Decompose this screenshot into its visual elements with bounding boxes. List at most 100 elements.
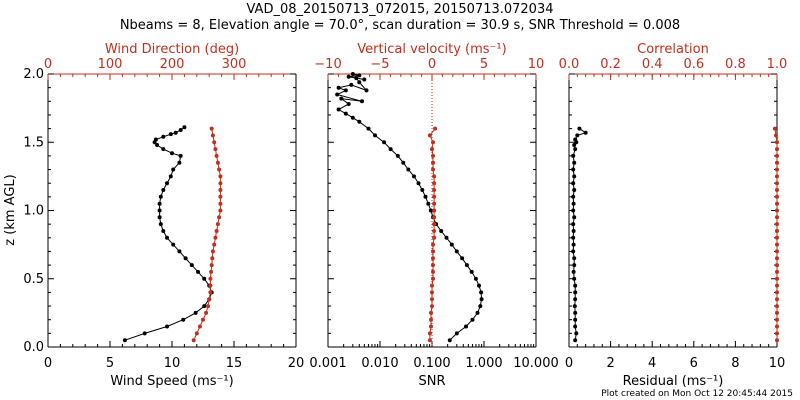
- top-tick-label: 5: [480, 57, 488, 72]
- bottom-series-point: [165, 324, 169, 329]
- bottom-series-point: [157, 201, 162, 206]
- bottom-series-point: [454, 249, 459, 254]
- bottom-series-point: [178, 153, 183, 158]
- top-tick-label: 0.2: [600, 57, 621, 72]
- top-series-point: [431, 263, 435, 268]
- top-series-point: [204, 310, 209, 315]
- top-series-point: [432, 208, 437, 213]
- top-tick-label: −10: [314, 57, 341, 72]
- top-series-point: [208, 283, 213, 288]
- top-series-point: [427, 331, 432, 336]
- top-series-point: [212, 140, 217, 145]
- bottom-series-point: [583, 130, 588, 135]
- bottom-series-point: [362, 77, 367, 82]
- bottom-series-point: [360, 99, 364, 104]
- bottom-series-point: [157, 208, 162, 213]
- top-series-point: [431, 249, 435, 254]
- top-series-point: [775, 215, 779, 220]
- top-tick-label: 0.0: [559, 57, 580, 72]
- bottom-series-point: [573, 137, 578, 142]
- bottom-series-point: [189, 263, 194, 268]
- bottom-series-point: [571, 194, 576, 199]
- top-series-point: [432, 174, 437, 179]
- y-tick-label: 1.5: [23, 135, 44, 150]
- bottom-series-point: [572, 276, 577, 281]
- x-axis-title: SNR: [418, 374, 445, 389]
- x-tick-label: 20: [288, 356, 305, 371]
- top-series-point: [432, 215, 437, 220]
- top-series-point: [775, 160, 779, 165]
- bottom-series-point: [339, 96, 344, 101]
- snr-vertical-velocity-panel: 0.001 0.010 0.100 1.000 10.000 −10 −5 0 5 10 SNR Ve…: [309, 42, 558, 389]
- bottom-series-point: [157, 215, 162, 220]
- top-series-point: [775, 208, 779, 213]
- bottom-series-point: [183, 256, 188, 261]
- x-tick-label: 10.000: [513, 356, 559, 371]
- top-series-point: [429, 324, 433, 329]
- y-tick-label: 1.0: [23, 204, 44, 219]
- bottom-series-point: [464, 324, 468, 329]
- bottom-series-point: [479, 290, 484, 295]
- bottom-series-point: [181, 317, 186, 322]
- bottom-series-point: [573, 297, 578, 302]
- bottom-series-point: [447, 338, 452, 343]
- bottom-series-point: [571, 229, 576, 233]
- bottom-series-point: [573, 317, 578, 322]
- x-tick-label: 15: [226, 356, 243, 371]
- bottom-series-point: [366, 126, 371, 131]
- bottom-series-point: [470, 317, 475, 322]
- top-series-point: [207, 297, 212, 302]
- bottom-series-point: [444, 235, 449, 240]
- top-series-point: [213, 147, 218, 152]
- top-series-point: [197, 324, 202, 329]
- top-series-point: [431, 242, 435, 247]
- bottom-series-point: [335, 92, 340, 97]
- top-series-point: [775, 249, 779, 254]
- bottom-series-point: [165, 181, 169, 186]
- bottom-series-point: [573, 338, 578, 343]
- top-series-point: [775, 256, 779, 261]
- top-series-point: [430, 290, 434, 295]
- top-series-point: [431, 269, 435, 274]
- bottom-series-point: [349, 82, 354, 87]
- bottom-series-point: [161, 229, 166, 233]
- top-axis-title: Correlation: [637, 42, 709, 57]
- bottom-series-point: [571, 269, 576, 274]
- top-series-point: [775, 140, 779, 145]
- top-series-point: [430, 304, 434, 309]
- top-series-point: [775, 153, 779, 158]
- x-tick-label: 10: [769, 356, 786, 371]
- top-series-point: [775, 283, 779, 288]
- bottom-series-point: [574, 331, 579, 336]
- top-series-point: [775, 174, 779, 179]
- top-series-point: [217, 215, 222, 220]
- bottom-series-point: [573, 310, 578, 315]
- bottom-series-point: [406, 167, 411, 172]
- top-tick-label: 0.6: [683, 57, 704, 72]
- bottom-series-point: [420, 188, 425, 192]
- x-tick-label: 0.001: [309, 356, 346, 371]
- bottom-series-point: [572, 215, 577, 220]
- top-series-point: [775, 290, 779, 295]
- bottom-series-point: [573, 283, 578, 288]
- bottom-series-point: [382, 140, 387, 145]
- bottom-series-point: [177, 249, 182, 254]
- top-series-point: [775, 331, 779, 336]
- bottom-series-point: [571, 153, 576, 158]
- y-tick-label: 0.5: [23, 272, 44, 287]
- bottom-series-point: [416, 181, 421, 186]
- bottom-series-point: [161, 147, 166, 152]
- bottom-series-point: [573, 147, 578, 152]
- residual-correlation-panel: 0 2 4 6 8 10 0.0 0.2 0.4 0.6 0.8 1.0 Residual (ms⁻¹)…: [559, 42, 788, 389]
- top-series-point: [775, 242, 779, 247]
- bottom-series-point: [572, 160, 577, 165]
- top-series-point: [432, 229, 437, 233]
- bottom-series-point: [571, 201, 576, 206]
- top-series-point: [432, 222, 437, 227]
- top-series-point: [775, 222, 779, 227]
- top-axis-title: Vertical velocity (ms⁻¹): [357, 42, 506, 57]
- top-series-point: [210, 256, 215, 261]
- bottom-series-point: [354, 76, 359, 81]
- top-series-point: [775, 276, 779, 281]
- y-tick-label: 0.0: [23, 340, 44, 355]
